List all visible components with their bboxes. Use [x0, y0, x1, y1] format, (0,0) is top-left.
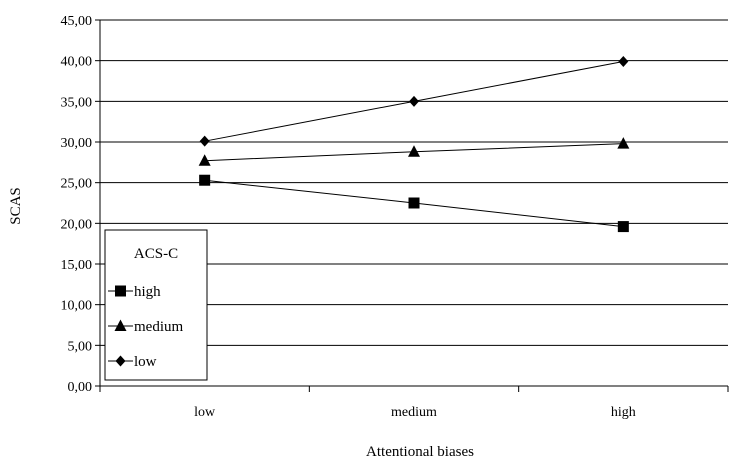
data-point [408, 145, 420, 157]
series-low [199, 55, 629, 147]
legend: ACS-C high medium low [104, 229, 208, 381]
data-point [199, 174, 211, 186]
y-tick-label: 30,00 [61, 136, 93, 151]
data-point [198, 154, 211, 166]
legend-title: ACS-C [134, 246, 178, 262]
data-point [617, 221, 629, 233]
x-tick-label: high [611, 405, 636, 420]
y-tick-label: 20,00 [61, 217, 93, 232]
y-tick-labels: 0,00 5,00 10,00 15,00 20,00 25,00 30,00 35,00 40… [61, 14, 93, 395]
y-axis-title: SCAS [8, 187, 24, 225]
x-tick-labels: low medium high [99, 386, 729, 420]
series [198, 55, 630, 233]
legend-marker [114, 319, 127, 331]
data-point [199, 135, 210, 147]
y-tick-label: 25,00 [61, 177, 93, 192]
y-tick-label: 45,00 [61, 14, 93, 29]
data-point [409, 95, 419, 107]
legend-item-medium: medium [108, 319, 183, 335]
x-tick-label: low [194, 405, 216, 420]
legend-item-high: high [108, 284, 161, 300]
axes [99, 20, 728, 387]
y-tick-label: 40,00 [61, 55, 93, 70]
legend-label: low [134, 354, 157, 370]
legend-box [104, 229, 208, 381]
x-tick-label: medium [391, 405, 437, 420]
legend-items: high medium low [108, 284, 183, 370]
y-tick-label: 5,00 [68, 339, 93, 354]
y-tick-label: 0,00 [68, 380, 93, 395]
legend-item-low: low [108, 354, 157, 370]
legend-label: high [134, 284, 161, 300]
legend-label: medium [134, 319, 183, 335]
x-axis-title: Attentional biases [366, 444, 474, 460]
y-tick-label: 35,00 [61, 95, 93, 110]
series-high [199, 174, 629, 233]
data-point [617, 137, 630, 149]
legend-marker [115, 285, 126, 297]
data-point [408, 197, 420, 209]
y-tick-label: 15,00 [61, 258, 93, 273]
legend-marker [115, 355, 126, 367]
series-medium [198, 137, 630, 166]
data-point [618, 55, 629, 67]
y-tick-label: 10,00 [61, 299, 93, 314]
